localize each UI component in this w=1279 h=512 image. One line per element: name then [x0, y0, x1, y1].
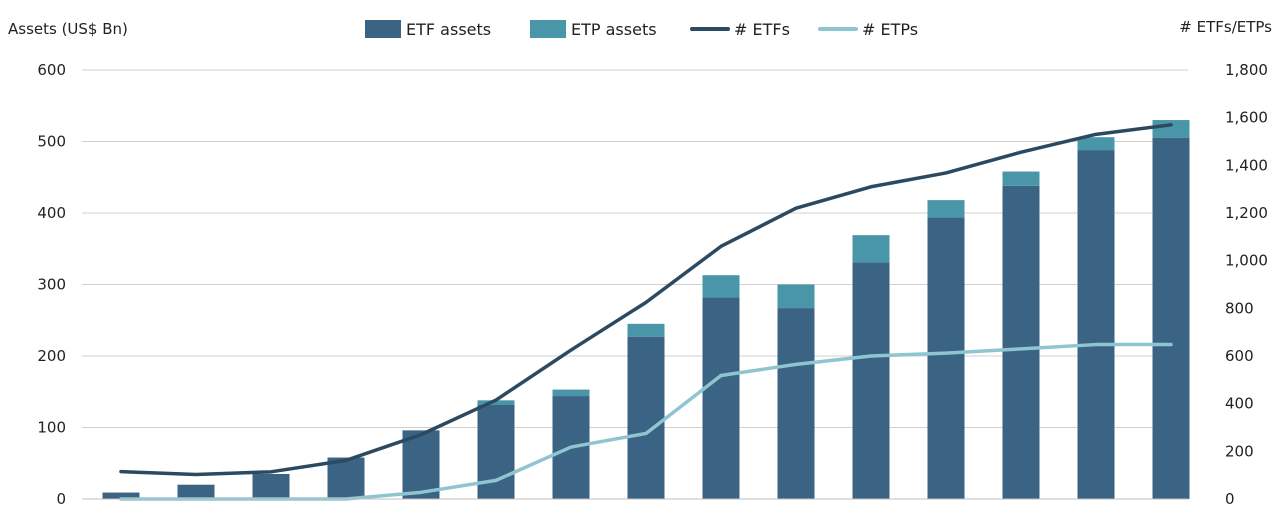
etf-assets-bar — [177, 484, 215, 499]
legend-etf-assets-label: ETF assets — [406, 20, 491, 39]
legend-etfs-count-label: # ETFs — [734, 20, 790, 39]
etp-assets-bar — [927, 200, 965, 218]
etf-assets-bar — [852, 262, 890, 499]
etf-assets-bar — [252, 473, 290, 499]
etf-assets-bar — [702, 297, 740, 499]
right-axis-ticks: 0 200 400 600 800 1,000 1,200 1,400 1,600 1,800 — [1225, 61, 1268, 508]
left-axis-ticks: 0 100 200 300 400 500 600 — [37, 61, 66, 508]
left-tick-label: 400 — [37, 204, 66, 222]
right-tick-label: 600 — [1225, 347, 1254, 365]
etp-assets-bar — [1002, 171, 1040, 186]
etp-assets-bar — [702, 275, 740, 298]
etfs-count-line — [119, 123, 1173, 477]
etp-assets-bar — [552, 389, 590, 397]
right-tick-label: 800 — [1225, 299, 1254, 317]
right-tick-label: 1,200 — [1225, 204, 1268, 222]
right-tick-label: 1,800 — [1225, 61, 1268, 79]
etf-assets-bar — [1152, 137, 1190, 500]
etf-assets-bar — [1077, 150, 1115, 499]
left-axis-title: Assets (US$ Bn) — [8, 20, 128, 38]
legend-etp-assets-swatch — [530, 20, 566, 38]
etf-assets-bar — [1002, 185, 1040, 499]
legend-etp-assets-label: ETP assets — [571, 20, 657, 39]
right-axis-title: # ETFs/ETPs — [1179, 18, 1272, 36]
legend-etf-assets-swatch — [365, 20, 401, 38]
right-tick-label: 1,000 — [1225, 252, 1268, 270]
left-tick-label: 200 — [37, 347, 66, 365]
right-tick-label: 400 — [1225, 395, 1254, 413]
etf-assets-bar — [927, 217, 965, 500]
right-tick-label: 1,600 — [1225, 109, 1268, 127]
left-tick-label: 600 — [37, 61, 66, 79]
etp-assets-bar — [1077, 137, 1115, 151]
legend-etps-count-label: # ETPs — [862, 20, 918, 39]
etp-assets-bar — [477, 400, 515, 405]
etf-assets-bar — [327, 457, 365, 499]
etf-assets-bar — [402, 430, 440, 499]
etp-assets-bar — [627, 323, 665, 337]
left-tick-label: 0 — [56, 490, 66, 508]
etf-assets-bar — [477, 404, 515, 499]
etp-assets-bar — [777, 284, 815, 309]
etf-assets-bar — [777, 308, 815, 499]
left-tick-label: 100 — [37, 419, 66, 437]
etf-assets-bar — [627, 336, 665, 499]
right-tick-label: 200 — [1225, 442, 1254, 460]
bar-series-group — [102, 120, 1190, 500]
chart-legend: ETF assets ETP assets # ETFs # ETPs — [365, 20, 918, 39]
etp-assets-bar — [1152, 120, 1190, 138]
left-tick-label: 300 — [37, 276, 66, 294]
etf-assets-bar — [102, 492, 140, 499]
right-tick-label: 0 — [1225, 490, 1235, 508]
right-tick-label: 1,400 — [1225, 156, 1268, 174]
etp-assets-bar — [852, 235, 890, 263]
left-tick-label: 500 — [37, 133, 66, 151]
